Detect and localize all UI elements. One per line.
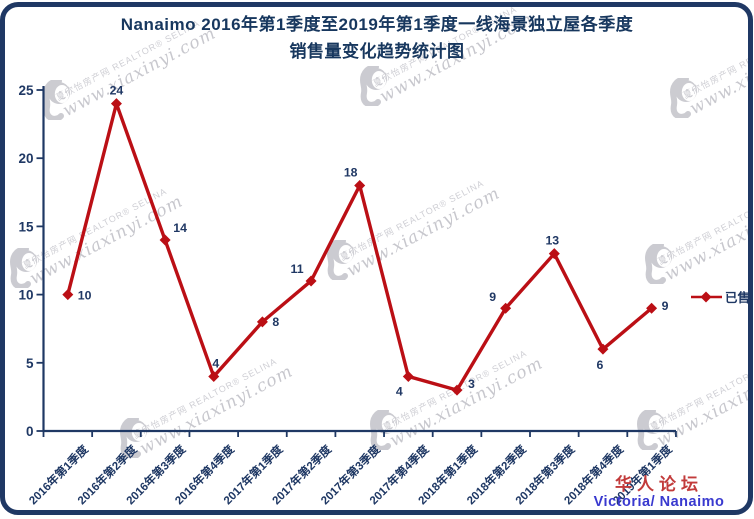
woman-silhouette-logo-icon (636, 408, 664, 452)
woman-silhouette-logo-icon (9, 246, 37, 290)
woman-silhouette-logo-icon (369, 408, 397, 452)
footer-location-text: Victoria/ Nanaimo (593, 494, 725, 511)
watermark-logo (42, 78, 75, 125)
watermark-logo (9, 246, 42, 293)
forum-watermark-text: 华人论坛 (615, 475, 703, 495)
watermark-site-line: www.xiaxinyi.com (386, 353, 547, 451)
watermark-logo (636, 408, 669, 455)
chart-title: Nanaimo 2016年第1季度至2019年第1季度一线海景独立屋各季度 销售… (0, 11, 754, 65)
watermark-logo (669, 76, 702, 123)
watermark-site-line: www.xiaxinyi.com (26, 191, 187, 289)
watermark-layer: 夏欣怡房产网 REALTOR® SELINA www.xiaxinyi.com 夏欣… (5, 7, 748, 510)
chart-title-line2: 销售量变化趋势统计图 (289, 42, 465, 61)
footer: 华人论坛 Victoria/ Nanaimo (574, 476, 744, 511)
watermark-site-line: www.xiaxinyi.com (343, 183, 504, 281)
chart-title-line1: Nanaimo 2016年第1季度至2019年第1季度一线海景独立屋各季度 (120, 15, 634, 34)
woman-silhouette-logo-icon (42, 78, 70, 122)
watermark-logo (369, 408, 402, 455)
watermark-site-line: www.xiaxinyi.com (136, 361, 297, 459)
woman-silhouette-logo-icon (669, 76, 697, 120)
